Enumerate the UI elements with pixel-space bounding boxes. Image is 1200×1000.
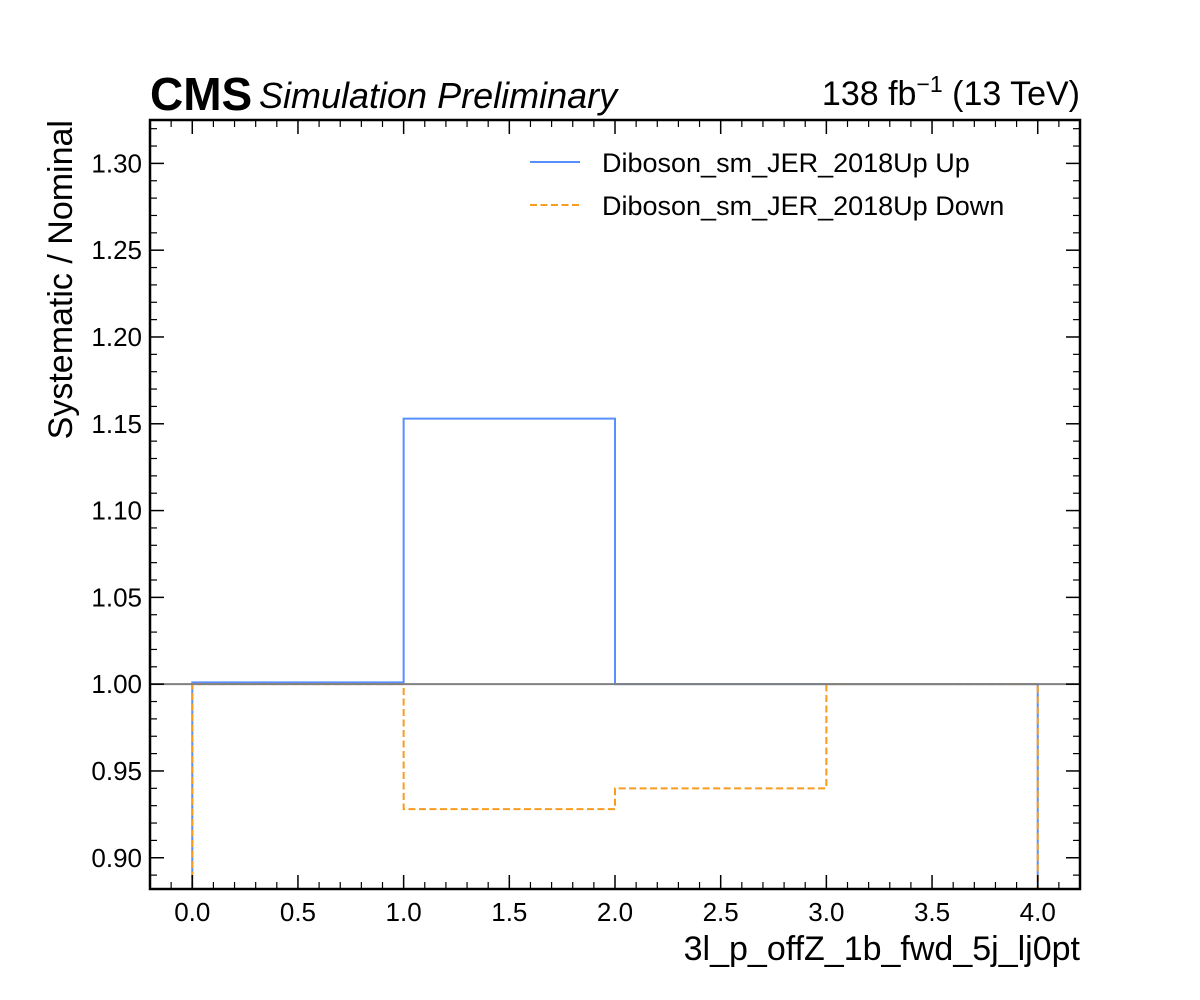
energy-label: (13 TeV) <box>943 75 1080 113</box>
axes-frame <box>148 118 1082 891</box>
x-tick-label: 2.0 <box>597 897 633 927</box>
x-tick-label: 1.0 <box>386 897 422 927</box>
plot-area <box>150 417 1080 889</box>
y-tick-label: 1.20 <box>91 322 142 352</box>
legend-label-2: Diboson_sm_JER_2018Up Down <box>602 191 1004 221</box>
x-tick-label: 3.5 <box>914 897 950 927</box>
lumi-exponent: −1 <box>916 71 942 97</box>
x-tick-label: 0.5 <box>280 897 316 927</box>
y-tick-label: 1.00 <box>91 669 142 699</box>
series-line-1 <box>191 417 1039 889</box>
legend: Diboson_sm_JER_2018Up Up Diboson_sm_JER_2… <box>530 148 1004 221</box>
chart-header: CMS Simulation Preliminary 138 fb−1 (13 … <box>150 68 1080 120</box>
x-tick-label: 0.0 <box>174 897 210 927</box>
cms-label: CMS <box>150 68 252 120</box>
y-tick-label: 1.15 <box>91 409 142 439</box>
x-axis-label: 3l_p_offZ_1b_fwd_5j_lj0pt <box>684 930 1081 968</box>
x-tick-label: 4.0 <box>1020 897 1056 927</box>
lumi-value: 138 fb <box>822 75 917 113</box>
x-tick-label: 3.0 <box>808 897 844 927</box>
y-tick-label: 0.95 <box>91 756 142 786</box>
y-tick-label: 1.05 <box>91 582 142 612</box>
series-line-2 <box>191 683 1039 889</box>
axis-ticks: 0.0 0.5 1.0 1.5 2.0 2.5 3.0 3.5 4.0 0.90 0.95 1.00 1… <box>91 120 1081 927</box>
y-tick-label: 1.30 <box>91 148 142 178</box>
x-tick-label: 2.5 <box>703 897 739 927</box>
y-axis-label: Systematic / Nominal <box>42 120 80 439</box>
y-tick-label: 1.10 <box>91 496 142 526</box>
lumi-label: 138 fb−1 (13 TeV) <box>822 71 1080 113</box>
y-tick-label: 0.90 <box>91 843 142 873</box>
legend-label-1: Diboson_sm_JER_2018Up Up <box>602 148 970 178</box>
status-label: Simulation Preliminary <box>259 75 619 116</box>
y-tick-label: 1.25 <box>91 235 142 265</box>
x-tick-label: 1.5 <box>491 897 527 927</box>
